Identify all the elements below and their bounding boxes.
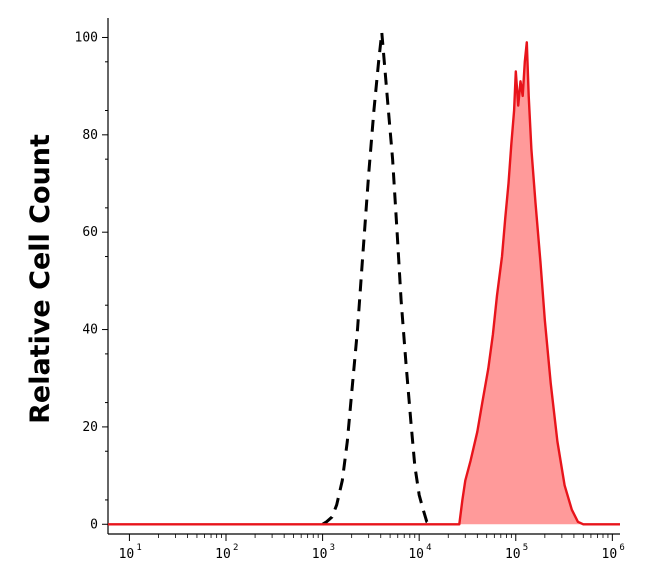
- y-tick-label: 40: [82, 323, 98, 338]
- y-tick-label: 20: [82, 420, 98, 435]
- x-tick-exponent: 3: [330, 543, 335, 553]
- x-tick-label: 10: [505, 547, 521, 562]
- series-1-line: [108, 41, 620, 526]
- x-tick-label: 10: [312, 547, 328, 562]
- x-tick-exponent: 1: [136, 543, 141, 553]
- y-tick-label: 0: [90, 517, 98, 532]
- series-1-fill: [459, 42, 584, 525]
- x-tick-label: 10: [215, 547, 231, 562]
- x-tick-label: 10: [408, 547, 424, 562]
- y-axis-label: Relative Cell Count: [25, 134, 56, 424]
- x-tick-exponent: 2: [233, 543, 238, 553]
- y-tick-label: 60: [82, 225, 98, 240]
- x-tick-exponent: 6: [619, 543, 624, 553]
- x-tick-label: 10: [119, 547, 135, 562]
- x-tick-label: 10: [602, 547, 618, 562]
- y-tick-label: 80: [82, 128, 98, 143]
- y-tick-label: 100: [75, 30, 98, 45]
- x-tick-exponent: 4: [426, 543, 431, 553]
- x-tick-exponent: 5: [523, 543, 528, 553]
- series-0-line: [321, 31, 432, 526]
